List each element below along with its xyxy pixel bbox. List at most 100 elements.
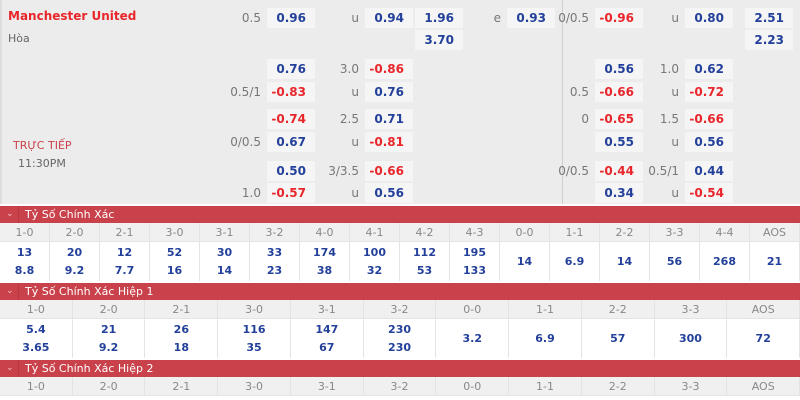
odds-value[interactable]: 0.55: [595, 132, 643, 152]
odds-value[interactable]: 12: [116, 245, 133, 259]
section-header[interactable]: ⌄ Tỷ Số Chính Xác Hiệp 1: [0, 283, 800, 300]
odds-value[interactable]: 112: [413, 245, 436, 259]
score-odds[interactable]: 6.9: [509, 319, 581, 358]
odds-value[interactable]: 0.62: [685, 59, 733, 79]
odds-value[interactable]: 20: [66, 245, 83, 259]
odds-value[interactable]: -0.65: [595, 109, 643, 129]
odds-value[interactable]: 1.96: [415, 8, 463, 28]
score-odds[interactable]: 174 38: [300, 242, 349, 281]
odds-value[interactable]: 0.76: [365, 82, 413, 102]
odds-value[interactable]: 9.2: [64, 263, 85, 277]
score-odds[interactable]: 6.9: [550, 242, 599, 281]
odds-value[interactable]: -0.66: [365, 161, 413, 181]
score-odds[interactable]: 56: [650, 242, 699, 281]
odds-value[interactable]: 0.44: [685, 161, 733, 181]
odds-value[interactable]: -0.72: [685, 82, 733, 102]
odds-value[interactable]: 21: [766, 254, 783, 268]
score-odds[interactable]: 21 9.2: [72, 319, 145, 358]
odds-value[interactable]: 230: [388, 322, 412, 336]
odds-value[interactable]: 0.34: [595, 183, 643, 203]
score-odds[interactable]: 300: [654, 319, 727, 358]
odds-value[interactable]: 6.9: [564, 254, 585, 268]
odds-value[interactable]: 300: [678, 331, 702, 345]
section-header[interactable]: ⌄ Tỷ Số Chính Xác: [0, 206, 800, 223]
score-odds[interactable]: 5.4 3.65: [0, 319, 72, 358]
odds-value[interactable]: 6.9: [535, 331, 555, 345]
odds-value[interactable]: -0.96: [595, 8, 643, 28]
odds-value[interactable]: 56: [666, 254, 683, 268]
odds-value[interactable]: 0.94: [365, 8, 413, 28]
score-odds[interactable]: 13 8.8: [0, 242, 49, 281]
odds-value[interactable]: 35: [246, 340, 262, 354]
odds-value[interactable]: 18: [173, 340, 189, 354]
odds-value[interactable]: -0.44: [595, 161, 643, 181]
odds-value[interactable]: 53: [416, 263, 433, 277]
odds-value[interactable]: 0.67: [267, 132, 315, 152]
score-odds[interactable]: 112 53: [400, 242, 449, 281]
odds-value[interactable]: 14: [516, 254, 533, 268]
odds-value[interactable]: -0.54: [685, 183, 733, 203]
chevron-down-icon[interactable]: ⌄: [6, 286, 14, 296]
odds-value[interactable]: -0.83: [267, 82, 315, 102]
score-odds[interactable]: 3.2: [436, 319, 509, 358]
odds-value[interactable]: 0.56: [685, 132, 733, 152]
score-odds[interactable]: 20 9.2: [50, 242, 99, 281]
score-odds[interactable]: 52 16: [150, 242, 199, 281]
score-odds[interactable]: 100 32: [350, 242, 399, 281]
odds-value[interactable]: 0.71: [365, 109, 413, 129]
score-odds[interactable]: 230 230: [363, 319, 436, 358]
score-odds[interactable]: 57: [581, 319, 654, 358]
odds-value[interactable]: 14: [216, 263, 233, 277]
odds-value[interactable]: 33: [266, 245, 283, 259]
odds-value[interactable]: 147: [315, 322, 339, 336]
score-odds[interactable]: 21: [750, 242, 799, 281]
odds-value[interactable]: 100: [363, 245, 386, 259]
odds-value[interactable]: 0.76: [267, 59, 315, 79]
odds-value[interactable]: 13: [16, 245, 33, 259]
chevron-down-icon[interactable]: ⌄: [6, 209, 14, 219]
odds-value[interactable]: 2.51: [745, 8, 793, 28]
odds-value[interactable]: 174: [313, 245, 336, 259]
odds-value[interactable]: 30: [216, 245, 233, 259]
score-odds[interactable]: 195 133: [450, 242, 499, 281]
odds-value[interactable]: 5.4: [26, 322, 46, 336]
odds-value[interactable]: 0.50: [267, 161, 315, 181]
odds-value[interactable]: 3.70: [415, 30, 463, 50]
score-odds[interactable]: 72: [727, 319, 800, 358]
odds-value[interactable]: 230: [388, 340, 412, 354]
odds-value[interactable]: 0.93: [507, 8, 555, 28]
odds-value[interactable]: 7.7: [114, 263, 135, 277]
chevron-down-icon[interactable]: ⌄: [6, 363, 14, 373]
odds-value[interactable]: 0.56: [595, 59, 643, 79]
score-odds[interactable]: 147 67: [290, 319, 363, 358]
odds-value[interactable]: 32: [366, 263, 383, 277]
odds-value[interactable]: 38: [316, 263, 333, 277]
odds-value[interactable]: 9.2: [98, 340, 119, 354]
odds-value[interactable]: 16: [166, 263, 183, 277]
odds-value[interactable]: 8.8: [14, 263, 35, 277]
odds-value[interactable]: -0.66: [685, 109, 733, 129]
score-odds[interactable]: 26 18: [145, 319, 218, 358]
odds-value[interactable]: 21: [100, 322, 117, 336]
score-odds[interactable]: 268: [700, 242, 749, 281]
score-odds[interactable]: 14: [600, 242, 649, 281]
score-odds[interactable]: 14: [500, 242, 549, 281]
odds-value[interactable]: 14: [616, 254, 633, 268]
odds-value[interactable]: 0.56: [365, 183, 413, 203]
odds-value[interactable]: -0.66: [595, 82, 643, 102]
odds-value[interactable]: 116: [242, 322, 266, 336]
odds-value[interactable]: 195: [463, 245, 486, 259]
odds-value[interactable]: -0.74: [267, 109, 315, 129]
home-team-name[interactable]: Manchester United: [8, 9, 137, 23]
odds-value[interactable]: 3.65: [22, 340, 50, 354]
odds-value[interactable]: 133: [463, 263, 486, 277]
odds-value[interactable]: 52: [166, 245, 183, 259]
odds-value[interactable]: 3.2: [462, 331, 483, 345]
odds-value[interactable]: 0.96: [267, 8, 315, 28]
odds-value[interactable]: 57: [610, 331, 626, 345]
odds-value[interactable]: 0.80: [685, 8, 733, 28]
odds-value[interactable]: -0.81: [365, 132, 413, 152]
section-header[interactable]: ⌄ Tỷ Số Chính Xác Hiệp 2: [0, 360, 800, 377]
score-odds[interactable]: 116 35: [218, 319, 290, 358]
score-odds[interactable]: 33 23: [250, 242, 299, 281]
